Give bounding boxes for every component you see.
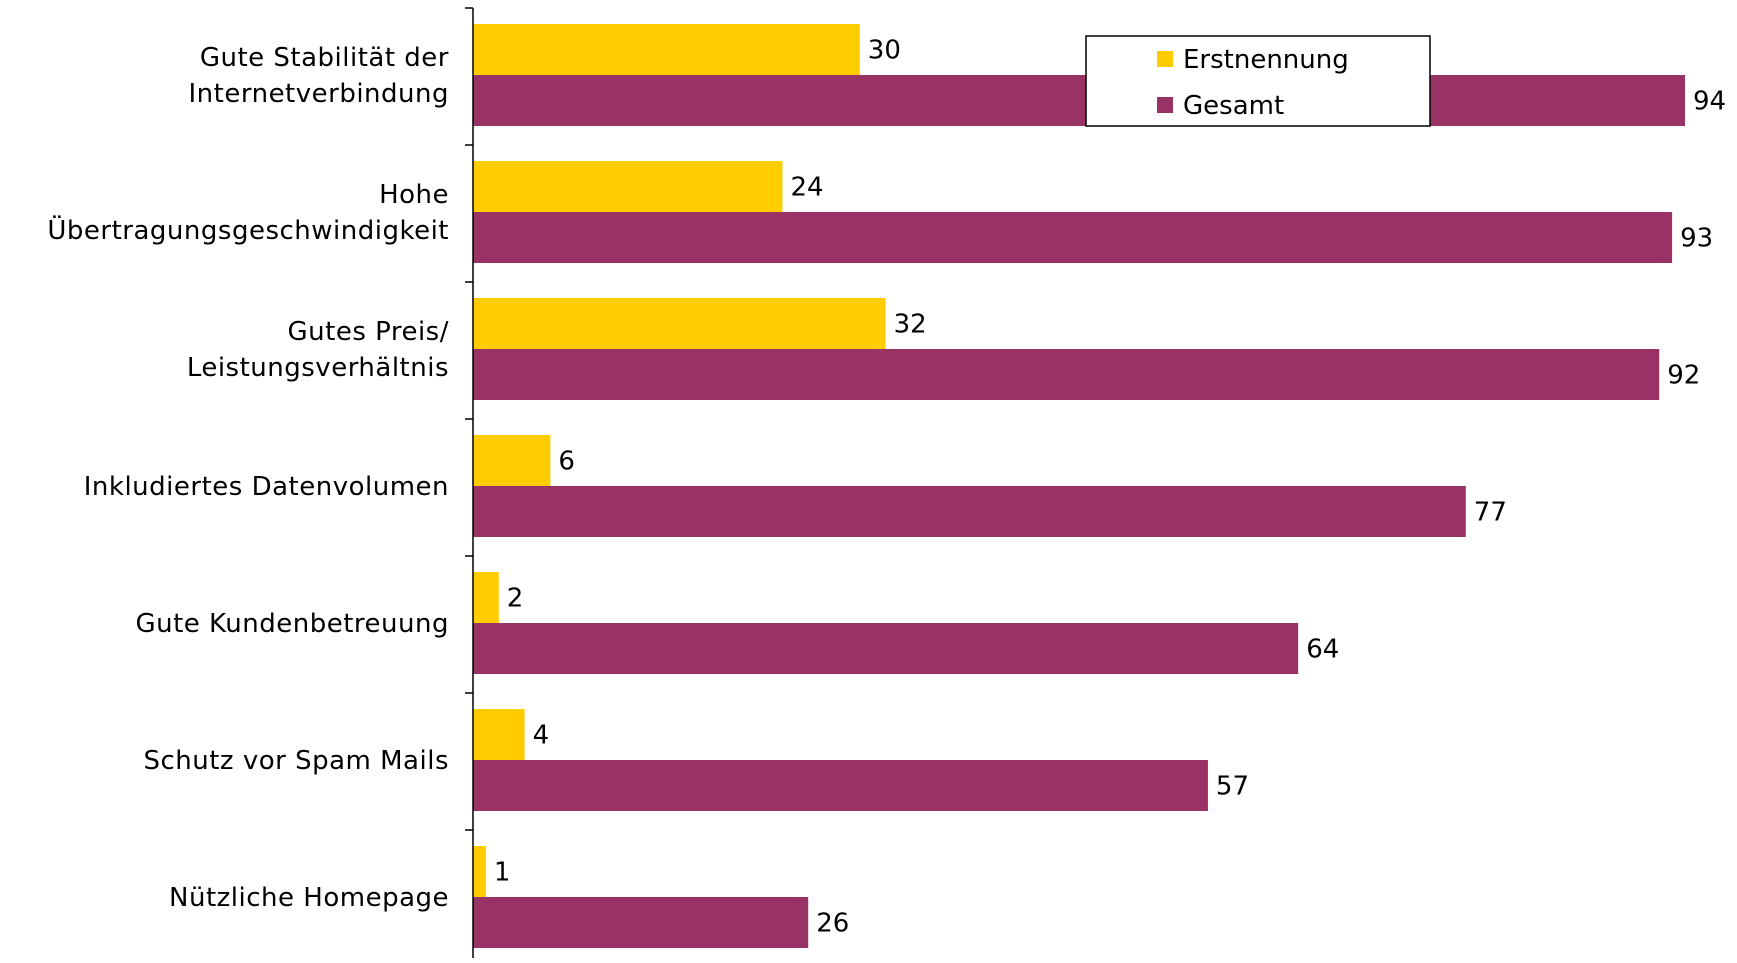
- value-label-erstnennung-4: 2: [507, 584, 524, 614]
- category-label-6: Nützliche Homepage: [169, 883, 449, 913]
- y-axis: [465, 7, 474, 958]
- category-label-1: Hohe Übertragungsgeschwindigkeit: [47, 180, 449, 246]
- bar-gesamt-6: [473, 897, 809, 948]
- category-label-line: Gute Stabilität der: [200, 43, 449, 73]
- value-label-gesamt-6: 26: [816, 909, 849, 939]
- category-label-0: Gute Stabilität der Internetverbindung: [189, 43, 449, 109]
- bar-erstnennung-2: [473, 298, 886, 349]
- value-label-gesamt-1: 93: [1680, 224, 1713, 254]
- bar-gesamt-0: [473, 75, 1685, 126]
- category-labels: Gute Stabilität der Internetverbindung Hoh…: [47, 43, 449, 913]
- value-label-gesamt-0: 94: [1693, 87, 1726, 117]
- legend-box: [1085, 35, 1431, 127]
- value-label-erstnennung-2: 32: [894, 310, 927, 340]
- category-label-line: Übertragungsgeschwindigkeit: [47, 214, 449, 246]
- bar-erstnennung-3: [473, 435, 551, 486]
- legend-swatch-erstnennung: [1157, 51, 1173, 67]
- value-label-erstnennung-3: 6: [558, 447, 575, 477]
- value-label-erstnennung-5: 4: [533, 721, 550, 751]
- category-label-line: Nützliche Homepage: [169, 883, 449, 913]
- bar-gesamt-1: [473, 212, 1673, 263]
- category-label-line: Internetverbindung: [189, 79, 449, 109]
- value-labels: 30 94 24 93 32 92 6 77 2 64 4 57 1 26: [494, 36, 1726, 939]
- category-label-line: Hohe: [379, 180, 449, 210]
- bar-erstnennung-1: [473, 161, 783, 212]
- category-label-line: Gute Kundenbetreuung: [135, 609, 449, 639]
- category-label-line: Inkludiertes Datenvolumen: [84, 472, 449, 502]
- bar-erstnennung-4: [473, 572, 499, 623]
- category-label-5: Schutz vor Spam Mails: [143, 746, 449, 776]
- bar-gesamt-4: [473, 623, 1299, 674]
- value-label-gesamt-2: 92: [1667, 361, 1700, 391]
- bar-erstnennung-6: [473, 846, 486, 897]
- category-label-2: Gutes Preis/Leistungsverhältnis: [187, 317, 449, 383]
- bar-erstnennung-0: [473, 24, 860, 75]
- value-label-erstnennung-0: 30: [868, 36, 901, 66]
- legend: Erstnennung Gesamt: [1085, 35, 1431, 127]
- legend-label-erstnennung: Erstnennung: [1183, 45, 1349, 75]
- category-label-4: Gute Kundenbetreuung: [135, 609, 449, 639]
- category-label-line: Gutes Preis/: [288, 317, 450, 347]
- value-label-gesamt-4: 64: [1306, 635, 1339, 665]
- category-label-3: Inkludiertes Datenvolumen: [84, 472, 449, 502]
- bars-layer: [473, 24, 1685, 948]
- legend-swatch-gesamt: [1157, 97, 1173, 113]
- value-label-erstnennung-6: 1: [494, 858, 511, 888]
- value-label-gesamt-5: 57: [1216, 772, 1249, 802]
- category-label-line: Leistungsverhältnis: [187, 353, 449, 383]
- bar-gesamt-3: [473, 486, 1466, 537]
- bar-gesamt-5: [473, 760, 1208, 811]
- category-label-line: Schutz vor Spam Mails: [143, 746, 449, 776]
- value-label-gesamt-3: 77: [1474, 498, 1507, 528]
- value-label-erstnennung-1: 24: [790, 173, 823, 203]
- bar-erstnennung-5: [473, 709, 525, 760]
- bar-gesamt-2: [473, 349, 1660, 400]
- legend-label-gesamt: Gesamt: [1183, 91, 1284, 121]
